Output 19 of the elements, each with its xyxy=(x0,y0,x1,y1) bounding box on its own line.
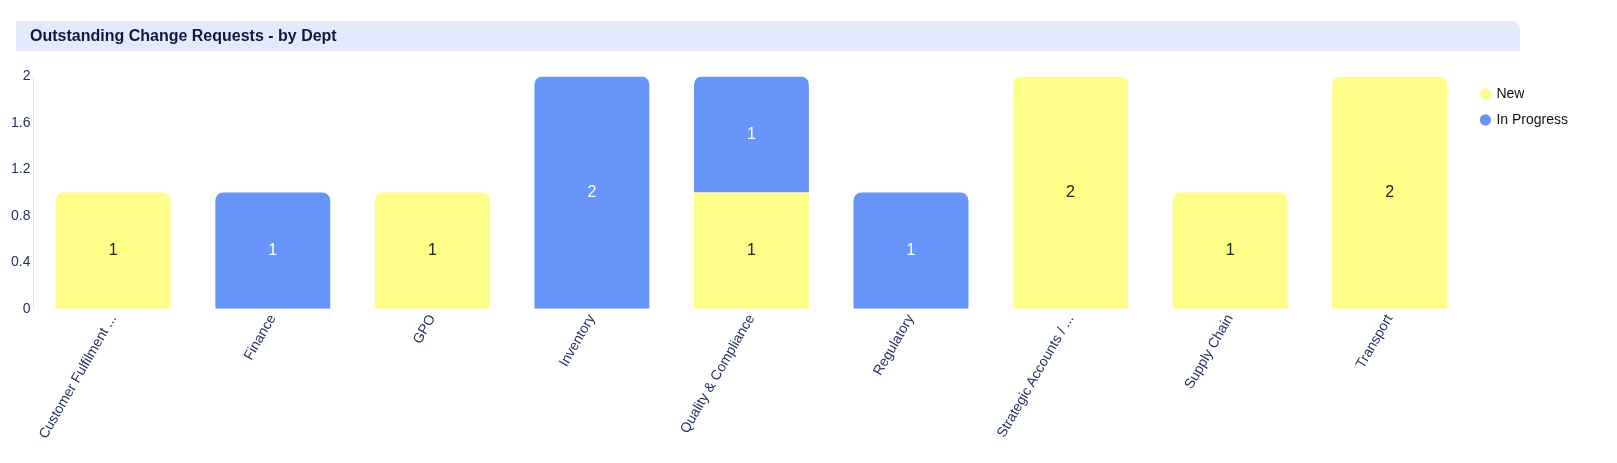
data-label: 1 xyxy=(746,241,756,258)
data-label: 1 xyxy=(108,241,118,258)
legend-label: New xyxy=(1496,84,1526,101)
y-tick-label: 0.4 xyxy=(10,253,31,270)
data-label: 1 xyxy=(906,241,916,258)
y-tick-label: 1.2 xyxy=(10,160,31,177)
y-tick-label: 0.8 xyxy=(10,206,31,223)
data-label: 2 xyxy=(587,182,597,200)
chart-title: Outstanding Change Requests - by Dept xyxy=(16,21,1520,51)
data-label: 1 xyxy=(1225,241,1235,258)
data-label: 2 xyxy=(1385,182,1395,200)
legend-label: In Progress xyxy=(1496,110,1569,127)
y-tick-label: 2 xyxy=(22,67,31,84)
data-label: 1 xyxy=(427,241,437,258)
data-label: 1 xyxy=(268,241,278,258)
data-label: 1 xyxy=(746,124,756,142)
y-tick-label: 0 xyxy=(22,299,31,316)
data-label: 2 xyxy=(1066,182,1076,200)
y-tick-label: 1.6 xyxy=(10,113,31,130)
